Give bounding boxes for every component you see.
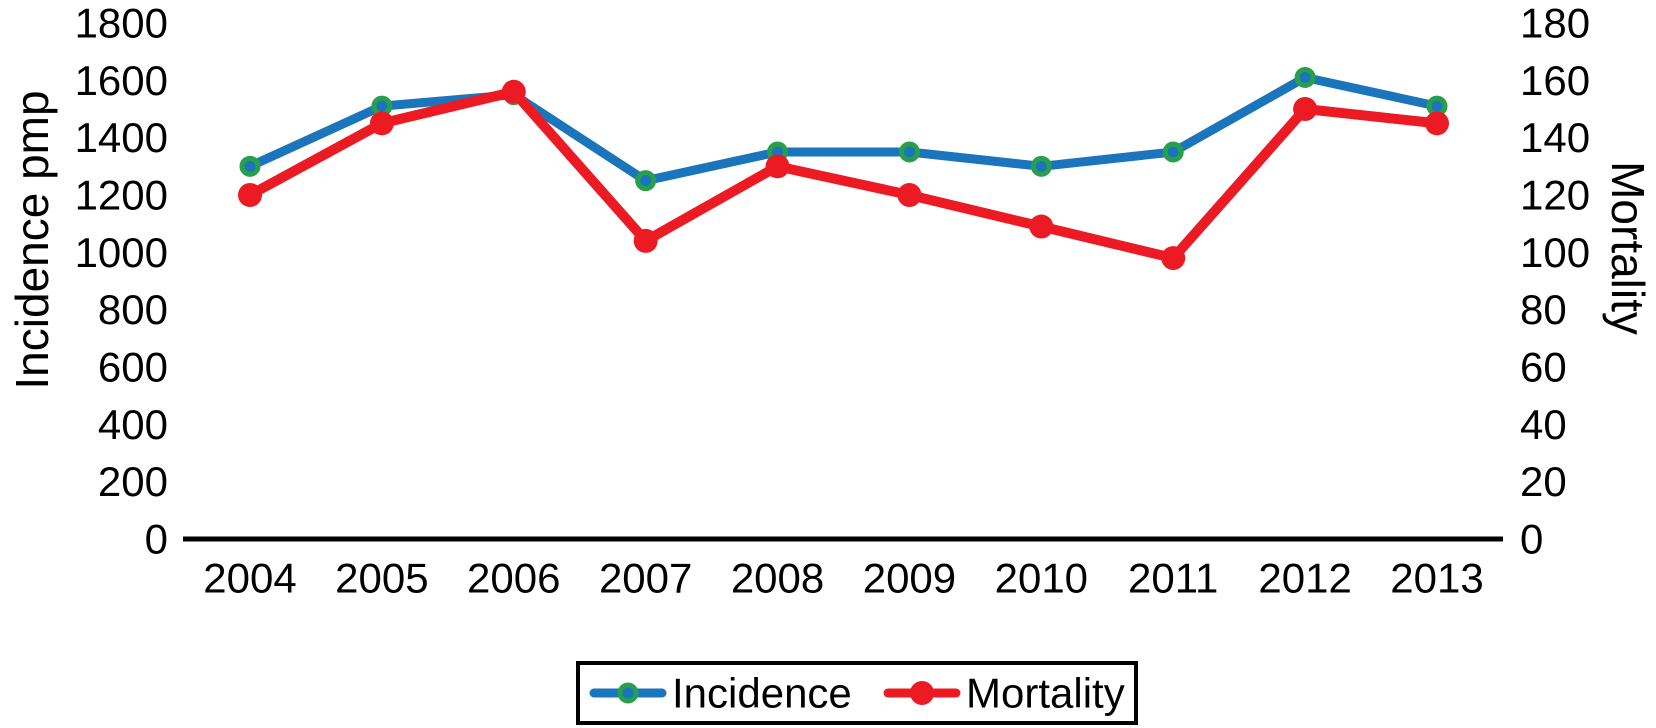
- right-axis-tick-label: 180: [1520, 0, 1590, 47]
- x-axis-tick-label: 2012: [1258, 555, 1351, 602]
- left-axis-tick-label: 0: [145, 516, 168, 563]
- incidence-marker: [239, 155, 261, 177]
- mortality-legend-label: Mortality: [966, 670, 1125, 717]
- mortality-marker: [1029, 214, 1054, 239]
- left-axis-title: Incidence pmp: [6, 90, 58, 389]
- incidence-marker: [898, 141, 920, 163]
- x-axis-tick-label: 2011: [1128, 555, 1218, 602]
- mortality-legend-marker: [910, 681, 934, 705]
- plot-area: 1800160014001200100080060040020001801601…: [75, 0, 1591, 602]
- right-axis-tick-label: 100: [1520, 229, 1590, 276]
- left-axis-tick-label: 1200: [75, 172, 168, 219]
- mortality-marker: [238, 183, 262, 207]
- incidence-legend-label: Incidence: [672, 670, 852, 717]
- left-axis-tick-label: 1800: [75, 0, 168, 47]
- x-axis-tick-label: 2008: [731, 555, 824, 602]
- left-axis-tick-label: 200: [98, 458, 168, 505]
- incidence-marker: [1162, 141, 1184, 163]
- right-axis-tick-label: 140: [1520, 114, 1590, 161]
- incidence-legend-marker: [617, 682, 639, 704]
- incidence-marker: [635, 170, 657, 192]
- mortality-marker: [897, 183, 922, 207]
- right-axis-tick-label: 120: [1520, 172, 1590, 219]
- mortality-marker: [1161, 246, 1186, 271]
- left-axis-tick-label: 1000: [75, 229, 168, 276]
- mortality-marker: [1293, 97, 1318, 121]
- mortality-marker: [501, 79, 526, 104]
- mortality-marker: [1425, 111, 1449, 136]
- left-axis-tick-label: 800: [98, 286, 168, 333]
- incidence-line: [245, 72, 1442, 186]
- mortality-line: [245, 86, 1442, 264]
- right-axis-tick-label: 160: [1520, 57, 1590, 104]
- left-axis-tick-label: 1400: [75, 114, 168, 161]
- legend-box: [576, 661, 1138, 725]
- x-axis-tick-label: 2006: [467, 555, 560, 602]
- right-axis-tick-label: 0: [1520, 516, 1543, 563]
- right-axis-title: Mortality: [1602, 161, 1654, 335]
- right-axis-tick-label: 40: [1520, 401, 1567, 448]
- x-axis-tick-label: 2005: [335, 555, 428, 602]
- right-axis-tick-label: 60: [1520, 344, 1567, 391]
- x-axis-tick-label: 2004: [203, 555, 296, 602]
- right-axis-tick-label: 80: [1520, 286, 1567, 333]
- x-axis-tick-label: 2007: [599, 555, 692, 602]
- left-axis-tick-label: 400: [98, 401, 168, 448]
- x-axis-tick-label: 2013: [1390, 555, 1483, 602]
- incidence-marker: [1294, 66, 1316, 88]
- legend: Incidence Mortality: [576, 661, 1138, 725]
- mortality-marker: [633, 228, 658, 253]
- incidence-marker: [1030, 155, 1052, 177]
- left-axis-tick-label: 600: [98, 344, 168, 391]
- x-axis-tick-label: 2010: [995, 555, 1088, 602]
- x-axis-tick-label: 2009: [863, 555, 956, 602]
- mortality-marker: [765, 154, 790, 179]
- right-axis-tick-label: 20: [1520, 458, 1567, 505]
- mortality-marker: [369, 111, 394, 136]
- left-axis-tick-label: 1600: [75, 57, 168, 104]
